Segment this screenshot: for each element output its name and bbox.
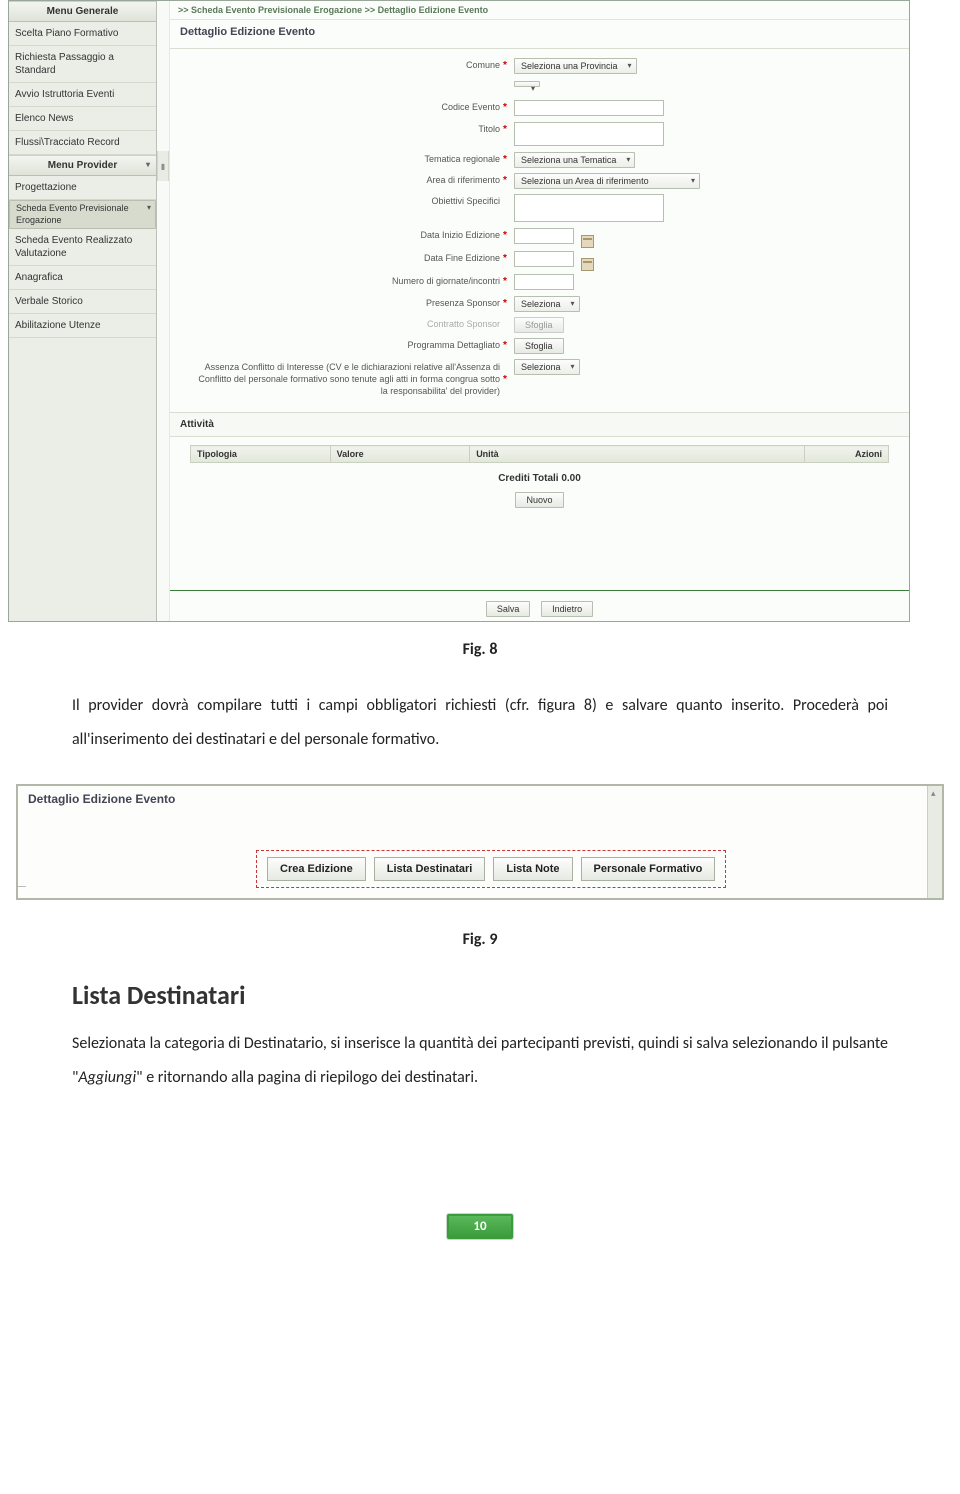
select-provincia[interactable]: Seleziona una Provincia (514, 58, 637, 74)
required-marker: * (500, 100, 510, 113)
panel-title-2: Dettaglio Edizione Evento (18, 786, 942, 812)
sidebar: Menu Generale Scelta Piano Formativo Ric… (9, 1, 157, 621)
attivita-title: Attività (170, 412, 909, 437)
select-assenza-conflitto[interactable]: Seleziona (514, 359, 580, 375)
sidebar-item-anagrafica[interactable]: Anagrafica (9, 266, 156, 290)
textarea-titolo[interactable] (514, 122, 664, 146)
paragraph-2: Selezionata la categoria di Destinatario… (72, 1027, 888, 1094)
sidebar-item-richiesta-passaggio[interactable]: Richiesta Passaggio a Standard (9, 46, 156, 83)
required-marker: * (500, 228, 510, 241)
required-marker: * (500, 173, 510, 186)
calendar-icon[interactable] (581, 258, 594, 271)
input-data-fine[interactable] (514, 251, 574, 267)
breadcrumb: >> Scheda Evento Previsionale Erogazione… (170, 1, 909, 20)
document-page: Menu Generale Scelta Piano Formativo Ric… (0, 0, 960, 1269)
col-tipologia: Tipologia (191, 446, 331, 463)
browse-programma-button[interactable]: Sfoglia (514, 338, 564, 354)
attivita-table: Tipologia Valore Unità Azioni (190, 445, 889, 463)
label-data-inizio: Data Inizio Edizione (190, 228, 500, 244)
attivita-table-wrap: Tipologia Valore Unità Azioni Crediti To… (170, 437, 909, 528)
nuovo-button[interactable]: Nuovo (515, 492, 563, 508)
sidebar-item-scelta-piano[interactable]: Scelta Piano Formativo (9, 22, 156, 46)
select-tematica[interactable]: Seleziona una Tematica (514, 152, 635, 168)
screenshot-fig8: Menu Generale Scelta Piano Formativo Ric… (8, 0, 910, 622)
form-area: Comune * Seleziona una Provincia Codice … (170, 49, 909, 412)
sidebar-item-scheda-previsionale[interactable]: Scheda Evento Previsionale Erogazione (9, 200, 156, 229)
required-marker: * (500, 122, 510, 135)
screenshot-fig9: Dettaglio Edizione Evento Crea Edizione … (16, 784, 944, 900)
label-programma: Programma Dettagliato (190, 338, 500, 354)
menu-provider-header[interactable]: Menu Provider (9, 155, 156, 176)
page-number-wrap: 10 (0, 1214, 960, 1239)
textarea-obiettivi[interactable] (514, 194, 664, 222)
paragraph-1: Il provider dovrà compilare tutti i camp… (72, 689, 888, 756)
crediti-totali: Crediti Totali 0.00 (190, 463, 889, 490)
para2-part-c: e ritornando alla pagina di riepilogo de… (143, 1068, 478, 1087)
sidebar-item-elenco-news[interactable]: Elenco News (9, 107, 156, 131)
para2-part-a: Selezionata la categoria di Destinatario… (72, 1034, 888, 1053)
browse-contratto-button: Sfoglia (514, 317, 564, 333)
col-azioni: Azioni (805, 446, 889, 463)
label-presenza-sponsor: Presenza Sponsor (190, 296, 500, 312)
required-marker: * (500, 152, 510, 165)
calendar-icon[interactable] (581, 235, 594, 248)
label-data-fine: Data Fine Edizione (190, 251, 500, 267)
lista-destinatari-button[interactable]: Lista Destinatari (374, 857, 486, 881)
label-tematica: Tematica regionale (190, 152, 500, 168)
sidebar-item-progettazione[interactable]: Progettazione (9, 176, 156, 200)
indietro-button[interactable]: Indietro (541, 601, 593, 617)
required-marker: * (500, 251, 510, 264)
sidebar-item-verbale-storico[interactable]: Verbale Storico (9, 290, 156, 314)
label-assenza-conflitto: Assenza Conflitto di Interesse (CV e le … (190, 359, 500, 399)
sidebar-item-abilitazione-utenze[interactable]: Abilitazione Utenze (9, 314, 156, 338)
label-numero-giornate: Numero di giornate/incontri (190, 274, 500, 290)
caption-fig8: Fig. 8 (0, 640, 960, 659)
personale-formativo-button[interactable]: Personale Formativo (581, 857, 716, 881)
splitter-handle[interactable]: ▮ (157, 151, 169, 181)
salva-button[interactable]: Salva (486, 601, 531, 617)
select-comune[interactable] (514, 81, 540, 87)
label-obiettivi: Obiettivi Specifici (190, 194, 500, 210)
sidebar-item-flussi-tracciato[interactable]: Flussi\Tracciato Record (9, 131, 156, 155)
required-marker: * (500, 58, 510, 71)
page-number: 10 (447, 1214, 512, 1239)
input-codice-evento[interactable] (514, 100, 664, 116)
caption-fig9: Fig. 9 (0, 930, 960, 949)
crea-edizione-button[interactable]: Crea Edizione (267, 857, 366, 881)
col-valore: Valore (330, 446, 470, 463)
menu-generale-header[interactable]: Menu Generale (9, 1, 156, 22)
label-titolo: Titolo (190, 122, 500, 138)
label-comune: Comune (190, 58, 500, 74)
required-marker: * (500, 372, 510, 385)
bottom-bar: Salva Indietro (170, 590, 909, 621)
sidebar-item-scheda-realizzato[interactable]: Scheda Evento Realizzato Valutazione (9, 229, 156, 266)
required-marker: * (500, 274, 510, 287)
required-marker: * (500, 296, 510, 309)
label-codice-evento: Codice Evento (190, 100, 500, 116)
resize-handle-icon (18, 886, 26, 898)
label-area: Area di riferimento (190, 173, 500, 189)
col-unita: Unità (470, 446, 805, 463)
required-marker: * (500, 338, 510, 351)
select-area[interactable]: Seleziona un Area di riferimento (514, 173, 700, 189)
sidebar-item-avvio-istruttoria[interactable]: Avvio Istruttoria Eventi (9, 83, 156, 107)
panel-title: Dettaglio Edizione Evento (170, 20, 909, 49)
input-data-inizio[interactable] (514, 228, 574, 244)
heading-lista-destinatari: Lista Destinatari (72, 979, 888, 1011)
main-panel: >> Scheda Evento Previsionale Erogazione… (169, 1, 909, 621)
lista-note-button[interactable]: Lista Note (493, 857, 572, 881)
aggiungi-term: Aggiungi (78, 1068, 136, 1087)
label-contratto-sponsor: Contratto Sponsor (190, 317, 500, 333)
select-presenza-sponsor[interactable]: Seleziona (514, 296, 580, 312)
input-numero-giornate[interactable] (514, 274, 574, 290)
highlighted-button-row: Crea Edizione Lista Destinatari Lista No… (256, 850, 726, 888)
scrollbar[interactable] (927, 786, 942, 898)
